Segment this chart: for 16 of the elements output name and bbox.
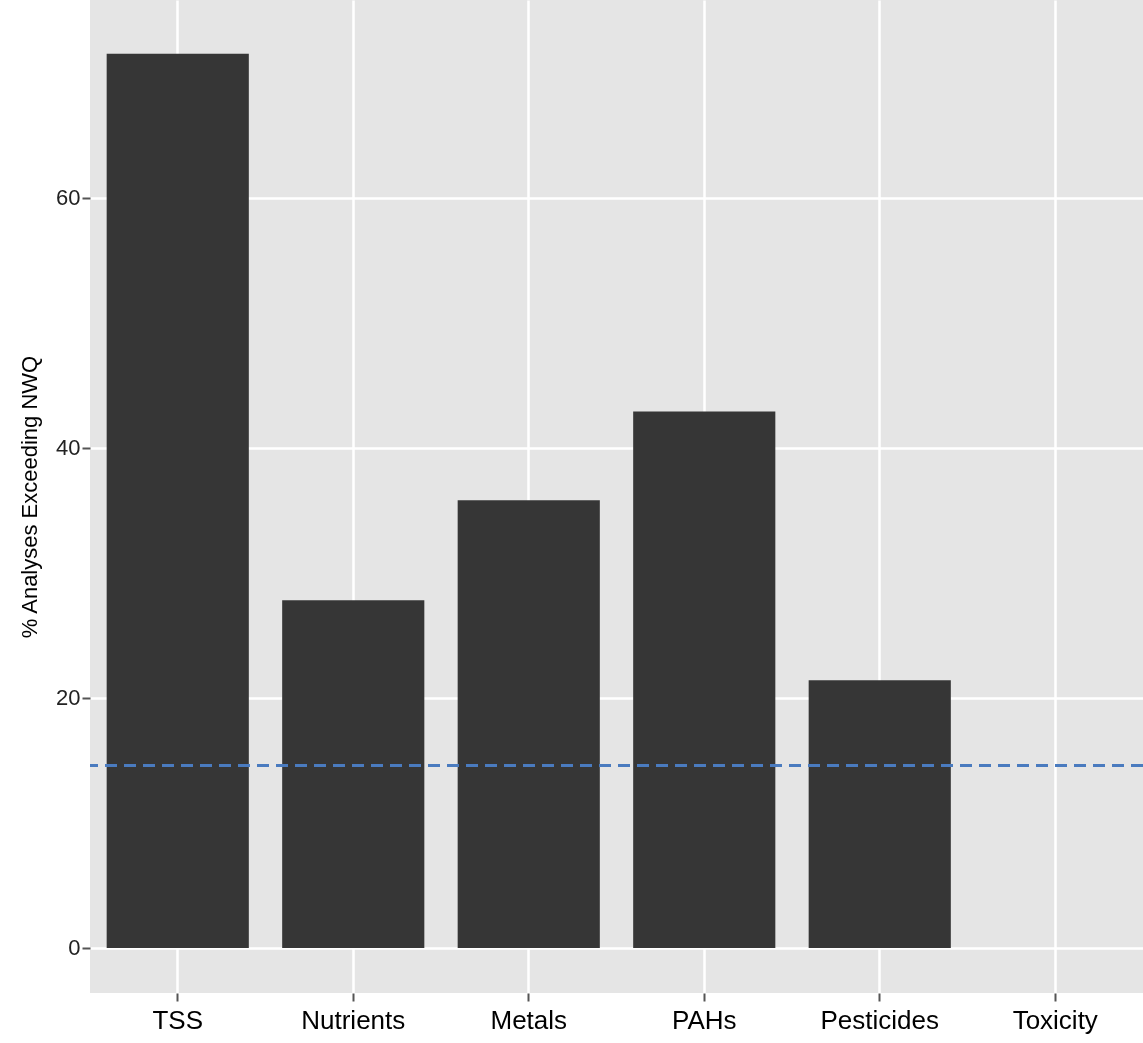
bar — [457, 500, 600, 948]
y-axis-title: % Analyses Exceeding NWQ — [17, 355, 43, 639]
bar — [282, 600, 425, 948]
y-tick-label: 20 — [56, 685, 81, 711]
x-tick-label: TSS — [152, 1004, 204, 1035]
x-tick-label: Nutrients — [301, 1004, 406, 1035]
y-tick-label: 40 — [56, 435, 81, 461]
bar — [633, 411, 776, 948]
x-tick-label: PAHs — [671, 1004, 737, 1035]
x-tick-label: Pesticides — [820, 1004, 939, 1035]
x-tick-label: Toxicity — [1012, 1004, 1098, 1035]
bar — [808, 680, 951, 948]
x-tick-label: Metals — [490, 1004, 568, 1035]
bar — [106, 53, 249, 948]
y-tick-label: 60 — [56, 185, 81, 211]
y-tick-label: 0 — [68, 935, 81, 961]
